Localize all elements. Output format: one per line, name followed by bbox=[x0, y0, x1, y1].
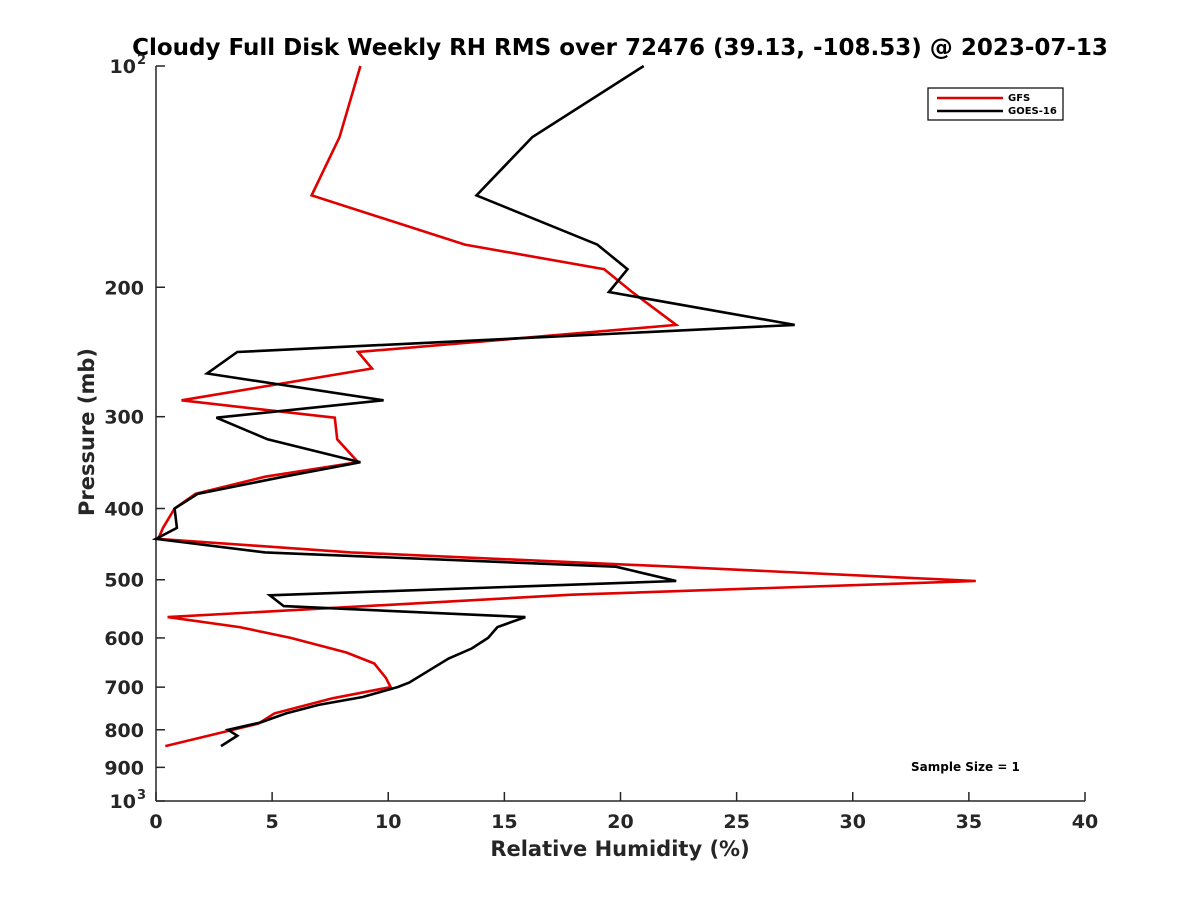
x-tick-label: 0 bbox=[149, 811, 162, 833]
y-tick-exponent: 3 bbox=[137, 788, 146, 803]
legend-label-gfs: GFS bbox=[1008, 93, 1030, 104]
series-line-gfs bbox=[156, 65, 976, 748]
x-axis-label: Relative Humidity (%) bbox=[490, 837, 749, 861]
y-tick-label: 900 bbox=[104, 757, 144, 779]
legend-label-goes16: GOES-16 bbox=[1008, 106, 1057, 117]
x-tick-label: 35 bbox=[956, 811, 982, 833]
x-tick-label: 5 bbox=[266, 811, 279, 833]
x-tick-label: 25 bbox=[723, 811, 749, 833]
y-tick-label: 200 bbox=[104, 277, 144, 299]
y-tick-label: 10 bbox=[110, 56, 136, 78]
y-axis-label: Pressure (mb) bbox=[75, 348, 99, 516]
y-tick-label: 500 bbox=[104, 570, 144, 592]
series-layer bbox=[151, 64, 976, 748]
y-tick-label: 700 bbox=[104, 677, 144, 699]
x-tick-label: 10 bbox=[375, 811, 401, 833]
y-tick-label: 400 bbox=[104, 499, 144, 521]
chart-title: Cloudy Full Disk Weekly RH RMS over 7247… bbox=[132, 35, 1108, 61]
x-tick-label: 40 bbox=[1072, 811, 1098, 833]
y-tick-label: 800 bbox=[104, 720, 144, 742]
y-tick-label: 10 bbox=[110, 791, 136, 813]
x-tick-label: 15 bbox=[491, 811, 517, 833]
plot-axes bbox=[155, 66, 1085, 802]
sample-size-annotation: Sample Size = 1 bbox=[911, 760, 1020, 774]
x-tick-label: 30 bbox=[840, 811, 866, 833]
y-tick-exponent: 2 bbox=[137, 53, 146, 68]
x-tick-label: 20 bbox=[607, 811, 633, 833]
legend: GFS GOES-16 bbox=[927, 87, 1064, 121]
series-line-goes16 bbox=[151, 64, 795, 748]
legend-box bbox=[927, 87, 1064, 121]
y-tick-label: 300 bbox=[104, 407, 144, 429]
y-tick-label: 600 bbox=[104, 628, 144, 650]
